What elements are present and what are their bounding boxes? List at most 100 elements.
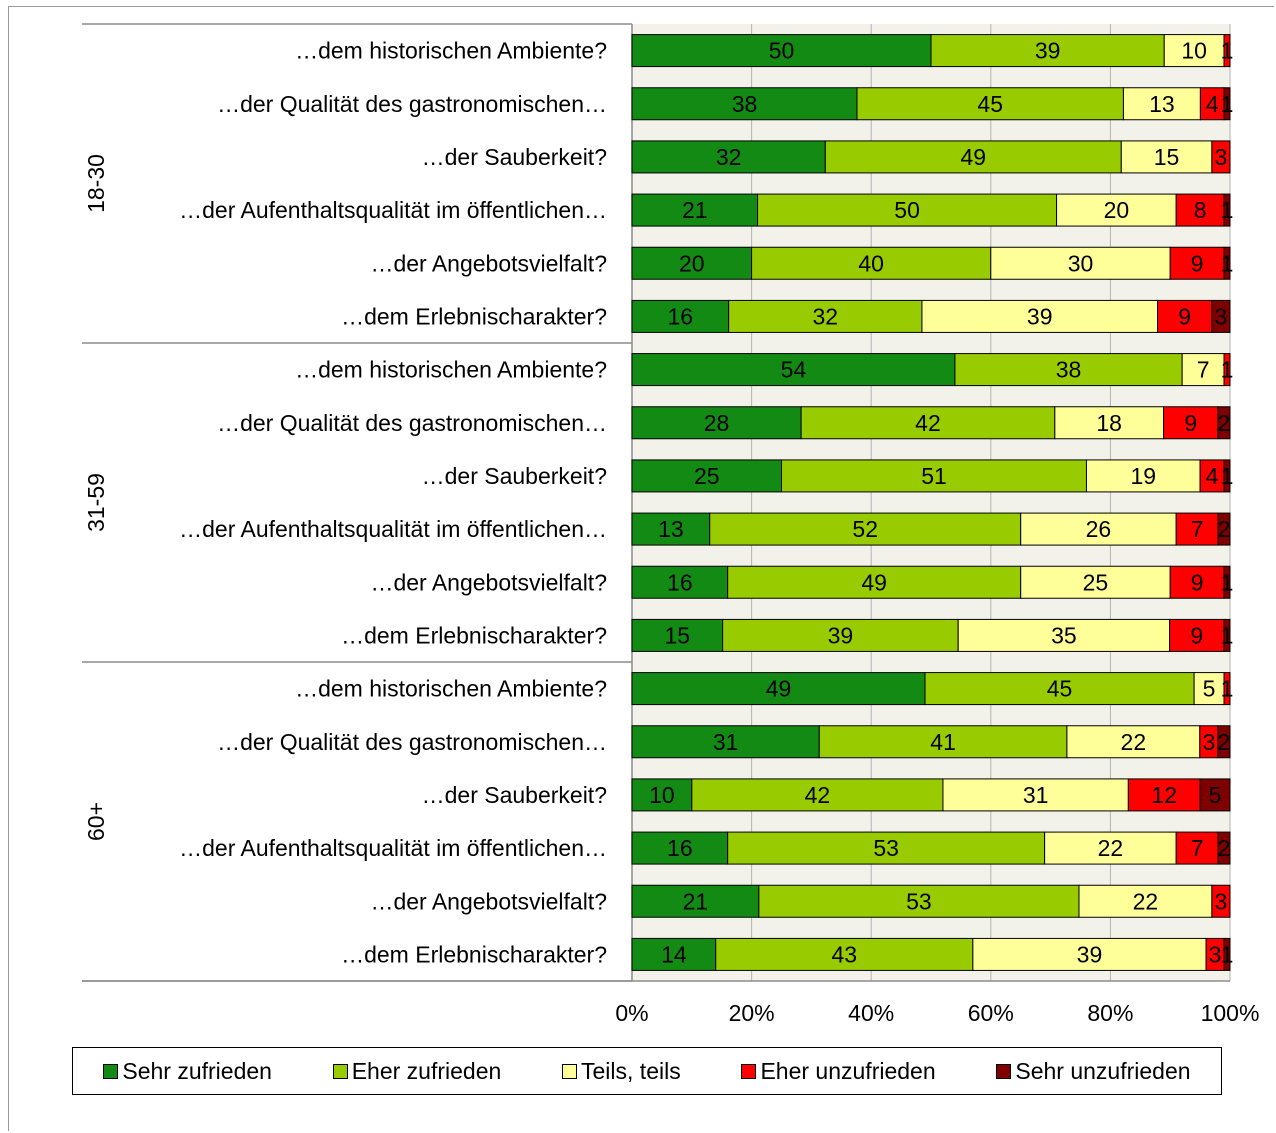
bar-segment (631, 34, 932, 68)
data-label: 31 (1023, 782, 1049, 808)
bar-segment (1217, 406, 1231, 440)
data-label: 1 (1221, 622, 1234, 648)
bar-segment (715, 937, 974, 971)
data-label: 30 (1068, 250, 1094, 276)
bar-segment (727, 565, 1022, 599)
data-label: 51 (921, 463, 947, 489)
bar-segment (751, 246, 992, 280)
data-label: 14 (661, 941, 687, 967)
x-tick-label: 100% (1201, 1000, 1260, 1026)
bar-segment (1122, 87, 1201, 121)
data-label: 40 (858, 250, 884, 276)
bar-segment (1217, 831, 1231, 865)
data-label: 9 (1184, 410, 1197, 436)
category-label: …der Qualität des gastronomischen… (217, 729, 607, 755)
data-label: 21 (682, 197, 708, 223)
data-label: 39 (1035, 38, 1061, 64)
bar-segment (709, 512, 1022, 546)
bar-segment (631, 193, 759, 227)
bar-segment (722, 618, 959, 652)
bar-segment (954, 353, 1183, 387)
bar-segment (1085, 459, 1201, 493)
chart-frame (8, 6, 1274, 1131)
bar-segment (631, 937, 717, 971)
bar-segment (924, 672, 1195, 706)
data-label: 2 (1218, 729, 1231, 755)
data-label: 22 (1098, 835, 1124, 861)
bar-segment (818, 725, 1068, 759)
data-label: 3 (1215, 888, 1228, 914)
data-label: 54 (781, 357, 807, 383)
bar-segment (1223, 353, 1231, 387)
data-label: 53 (906, 888, 932, 914)
data-label: 15 (665, 622, 691, 648)
legend-item: Eher zufrieden (332, 1058, 501, 1085)
data-label: 43 (831, 941, 857, 967)
category-label: …der Aufenthaltsqualität im öffentlichen… (179, 835, 607, 861)
data-label: 35 (1051, 622, 1077, 648)
data-label: 16 (668, 303, 694, 329)
bar-segment (1169, 565, 1225, 599)
data-label: 2 (1218, 516, 1231, 542)
data-label: 3 (1209, 941, 1222, 967)
x-tick-label: 60% (968, 1000, 1014, 1026)
data-label: 39 (1077, 941, 1103, 967)
data-label: 16 (667, 569, 693, 595)
data-label: 1 (1221, 38, 1234, 64)
x-tick-label: 40% (848, 1000, 894, 1026)
x-tick-label: 80% (1087, 1000, 1133, 1026)
data-label: 45 (977, 91, 1003, 117)
data-label: 9 (1190, 622, 1203, 648)
bar-segment (1157, 299, 1213, 333)
data-label: 8 (1194, 197, 1207, 223)
data-label: 1 (1221, 676, 1234, 702)
bar-segment (930, 34, 1165, 68)
bar-segment (631, 672, 926, 706)
bar-segment (1223, 618, 1231, 652)
category-label: …dem Erlebnischarakter? (341, 303, 607, 329)
data-label: 25 (1083, 569, 1109, 595)
category-label: …der Aufenthaltsqualität im öffentlichen… (179, 516, 607, 542)
bar-segment (942, 778, 1129, 812)
category-label: …dem Erlebnischarakter? (341, 941, 607, 967)
data-label: 20 (1104, 197, 1130, 223)
category-label: …der Angebotsvielfalt? (370, 888, 607, 914)
bar-segment (800, 406, 1056, 440)
legend-label: Sehr unzufrieden (1015, 1057, 1191, 1084)
bar-segment (1223, 34, 1231, 68)
data-label: 4 (1206, 463, 1219, 489)
data-label: 20 (679, 250, 705, 276)
bar-segment (921, 299, 1159, 333)
data-label: 9 (1191, 569, 1204, 595)
data-label: 45 (1047, 676, 1073, 702)
data-label: 3 (1215, 144, 1228, 170)
legend-label: Sehr zufrieden (122, 1057, 272, 1084)
legend-swatch (562, 1063, 578, 1079)
bar-segment (1056, 193, 1177, 227)
data-label: 2 (1218, 835, 1231, 861)
data-label: 32 (812, 303, 838, 329)
data-label: 1 (1221, 357, 1234, 383)
data-label: 1 (1221, 250, 1234, 276)
bar-segment (1163, 34, 1225, 68)
data-label: 38 (732, 91, 758, 117)
legend: Sehr zufrieden Eher zufrieden Teils, teils… (72, 1047, 1222, 1095)
data-label: 21 (683, 888, 709, 914)
bar-segment (1217, 725, 1231, 759)
data-label: 28 (704, 410, 730, 436)
legend-item: Sehr zufrieden (103, 1058, 272, 1085)
category-label: …der Angebotsvielfalt? (370, 250, 607, 276)
bar-segment (1217, 512, 1231, 546)
data-label: 52 (852, 516, 878, 542)
bar-segment (1066, 725, 1201, 759)
data-label: 42 (915, 410, 941, 436)
bar-segment (1223, 565, 1231, 599)
category-label: …der Sauberkeit? (422, 463, 607, 489)
data-label: 49 (766, 676, 792, 702)
data-label: 1 (1221, 91, 1234, 117)
data-label: 9 (1191, 250, 1204, 276)
data-label: 19 (1130, 463, 1156, 489)
data-label: 15 (1154, 144, 1180, 170)
data-label: 25 (694, 463, 720, 489)
bar-segment (856, 87, 1124, 121)
